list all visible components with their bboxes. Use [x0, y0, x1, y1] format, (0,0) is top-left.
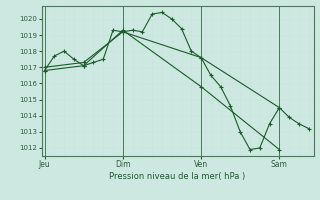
X-axis label: Pression niveau de la mer( hPa ): Pression niveau de la mer( hPa ) — [109, 172, 246, 181]
